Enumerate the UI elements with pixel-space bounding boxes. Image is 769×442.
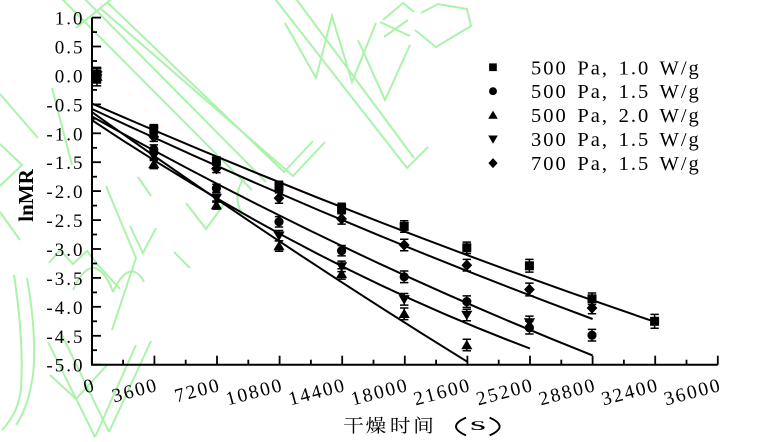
svg-text:0.0: 0.0 [55, 66, 85, 87]
svg-text:500 Pa, 2.0 W/g: 500 Pa, 2.0 W/g [531, 105, 701, 127]
svg-text:500 Pa, 1.5 W/g: 500 Pa, 1.5 W/g [531, 81, 701, 103]
svg-text:lnMR: lnMR [14, 168, 38, 221]
svg-text:700 Pa, 1.5 W/g: 700 Pa, 1.5 W/g [531, 153, 701, 175]
svg-text:-0.5: -0.5 [46, 95, 84, 116]
svg-text:500 Pa, 1.0 W/g: 500 Pa, 1.0 W/g [531, 57, 701, 79]
svg-text:-2.0: -2.0 [46, 182, 84, 203]
svg-text:-3.5: -3.5 [46, 269, 84, 290]
svg-text:-5.0: -5.0 [46, 356, 84, 377]
svg-text:1.0: 1.0 [55, 9, 85, 30]
svg-text:0.5: 0.5 [55, 38, 85, 59]
svg-text:-2.5: -2.5 [46, 211, 84, 232]
svg-text:-3.0: -3.0 [46, 240, 84, 261]
svg-text:-4.0: -4.0 [46, 298, 84, 319]
svg-text:-4.5: -4.5 [46, 327, 84, 348]
svg-text:-1.0: -1.0 [46, 124, 84, 145]
svg-text:0: 0 [81, 375, 98, 398]
svg-text:-1.5: -1.5 [46, 153, 84, 174]
svg-text:300 Pa, 1.5 W/g: 300 Pa, 1.5 W/g [531, 129, 701, 151]
